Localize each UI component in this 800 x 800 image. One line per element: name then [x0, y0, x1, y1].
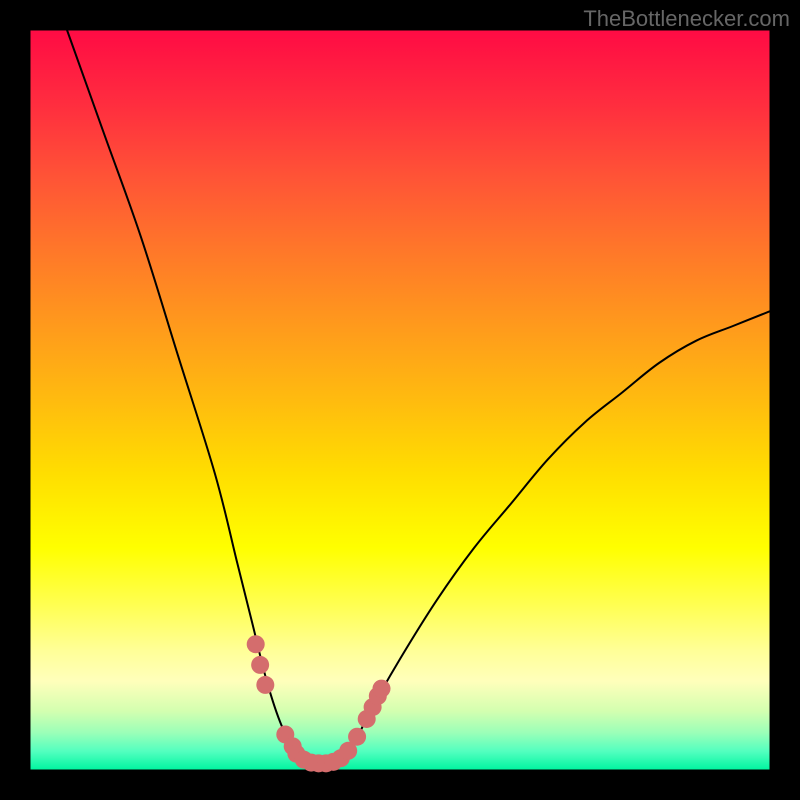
stage: TheBottlenecker.com: [0, 0, 800, 800]
optimal-marker: [256, 676, 274, 694]
optimal-marker: [348, 728, 366, 746]
attribution-text: TheBottlenecker.com: [583, 6, 790, 32]
optimal-marker: [247, 635, 265, 653]
bottleneck-chart: [0, 0, 800, 800]
optimal-marker: [373, 680, 391, 698]
optimal-marker: [251, 656, 269, 674]
